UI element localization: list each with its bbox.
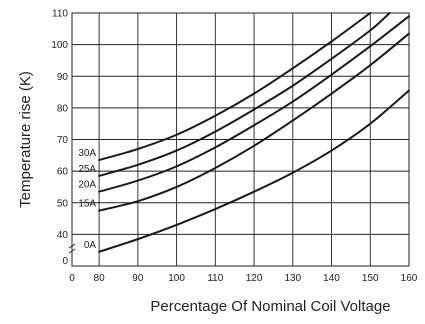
plot-frame bbox=[71, 12, 410, 267]
origin-y-label: 0 bbox=[62, 256, 68, 267]
series-labels: 0A 15A 20A 25A 30A bbox=[78, 148, 96, 251]
x-axis-label: Percentage Of Nominal Coil Voltage bbox=[150, 298, 390, 315]
y-tick-110: 110 bbox=[52, 9, 68, 20]
series-label-25a: 25A bbox=[78, 164, 96, 175]
series-line-20a bbox=[98, 15, 410, 193]
grid bbox=[72, 12, 410, 266]
series-line-25a bbox=[98, 12, 391, 177]
x-tick-150: 150 bbox=[362, 273, 379, 284]
y-axis-label: Temperature rise (K) bbox=[17, 71, 34, 208]
y-tick-100: 100 bbox=[51, 40, 68, 51]
origin-x-label: 0 bbox=[69, 273, 75, 284]
y-tick-50: 50 bbox=[57, 198, 69, 209]
axis-break-mark bbox=[68, 243, 76, 254]
series-label-30a: 30A bbox=[78, 148, 96, 159]
y-tick-labels: 40 50 60 70 80 90 100 110 bbox=[51, 9, 68, 241]
x-tick-labels: 80 90 100 110 120 130 140 150 160 bbox=[94, 273, 418, 284]
y-tick-80: 80 bbox=[57, 103, 69, 114]
y-tick-90: 90 bbox=[57, 72, 69, 83]
series-line-15a bbox=[98, 32, 410, 212]
y-tick-70: 70 bbox=[57, 135, 69, 146]
series-line-0a bbox=[98, 89, 410, 253]
y-tick-60: 60 bbox=[57, 167, 69, 178]
y-tick-40: 40 bbox=[57, 230, 69, 241]
x-tick-140: 140 bbox=[323, 273, 340, 284]
series-label-20a: 20A bbox=[78, 180, 96, 191]
series-label-0a: 0A bbox=[84, 240, 97, 251]
x-tick-80: 80 bbox=[94, 273, 106, 284]
x-tick-160: 160 bbox=[401, 273, 418, 284]
x-tick-120: 120 bbox=[246, 273, 263, 284]
x-tick-90: 90 bbox=[132, 273, 144, 284]
x-tick-110: 110 bbox=[207, 273, 223, 284]
series-line-30a bbox=[98, 12, 372, 162]
x-tick-130: 130 bbox=[284, 273, 301, 284]
x-tick-100: 100 bbox=[168, 273, 185, 284]
series-label-15a: 15A bbox=[78, 199, 96, 210]
series-curves bbox=[98, 12, 410, 253]
